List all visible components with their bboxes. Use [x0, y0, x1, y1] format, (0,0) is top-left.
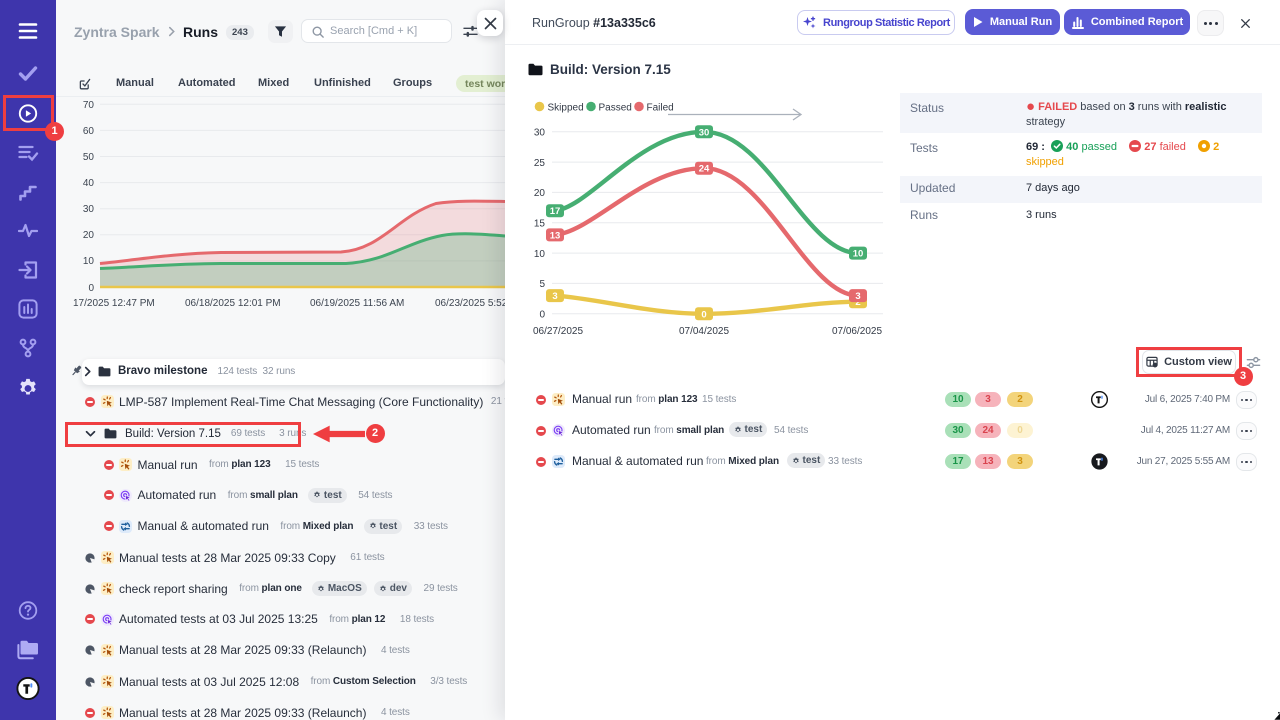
svg-text:17: 17 — [550, 206, 561, 217]
svg-text:3: 3 — [855, 291, 860, 302]
svg-text:20: 20 — [83, 230, 95, 241]
svg-text:10: 10 — [853, 249, 864, 260]
svg-text:50: 50 — [83, 152, 95, 163]
svg-text:0: 0 — [701, 309, 706, 320]
svg-text:30: 30 — [699, 127, 710, 138]
svg-text:0: 0 — [539, 309, 545, 320]
svg-text:0: 0 — [88, 283, 94, 294]
svg-text:25: 25 — [534, 158, 546, 169]
svg-text:60: 60 — [83, 126, 95, 137]
svg-text:24: 24 — [699, 164, 710, 175]
svg-text:07/06/2025: 07/06/2025 — [832, 326, 882, 337]
svg-text:06/27/2025: 06/27/2025 — [533, 326, 583, 337]
svg-text:07/04/2025: 07/04/2025 — [679, 326, 729, 337]
svg-text:5: 5 — [539, 279, 545, 290]
svg-text:30: 30 — [83, 204, 95, 215]
svg-text:Passed: Passed — [599, 103, 632, 114]
svg-text:15: 15 — [534, 218, 546, 229]
svg-text:70: 70 — [83, 100, 95, 111]
svg-text:3: 3 — [552, 291, 557, 302]
svg-text:30: 30 — [534, 128, 546, 139]
svg-text:Failed: Failed — [647, 103, 674, 114]
svg-text:40: 40 — [83, 178, 95, 189]
svg-text:2: 2 — [855, 297, 860, 308]
svg-text:10: 10 — [83, 256, 95, 267]
svg-text:Skipped: Skipped — [548, 103, 584, 114]
svg-text:10: 10 — [534, 249, 546, 260]
svg-text:13: 13 — [550, 230, 561, 241]
svg-text:20: 20 — [534, 188, 546, 199]
